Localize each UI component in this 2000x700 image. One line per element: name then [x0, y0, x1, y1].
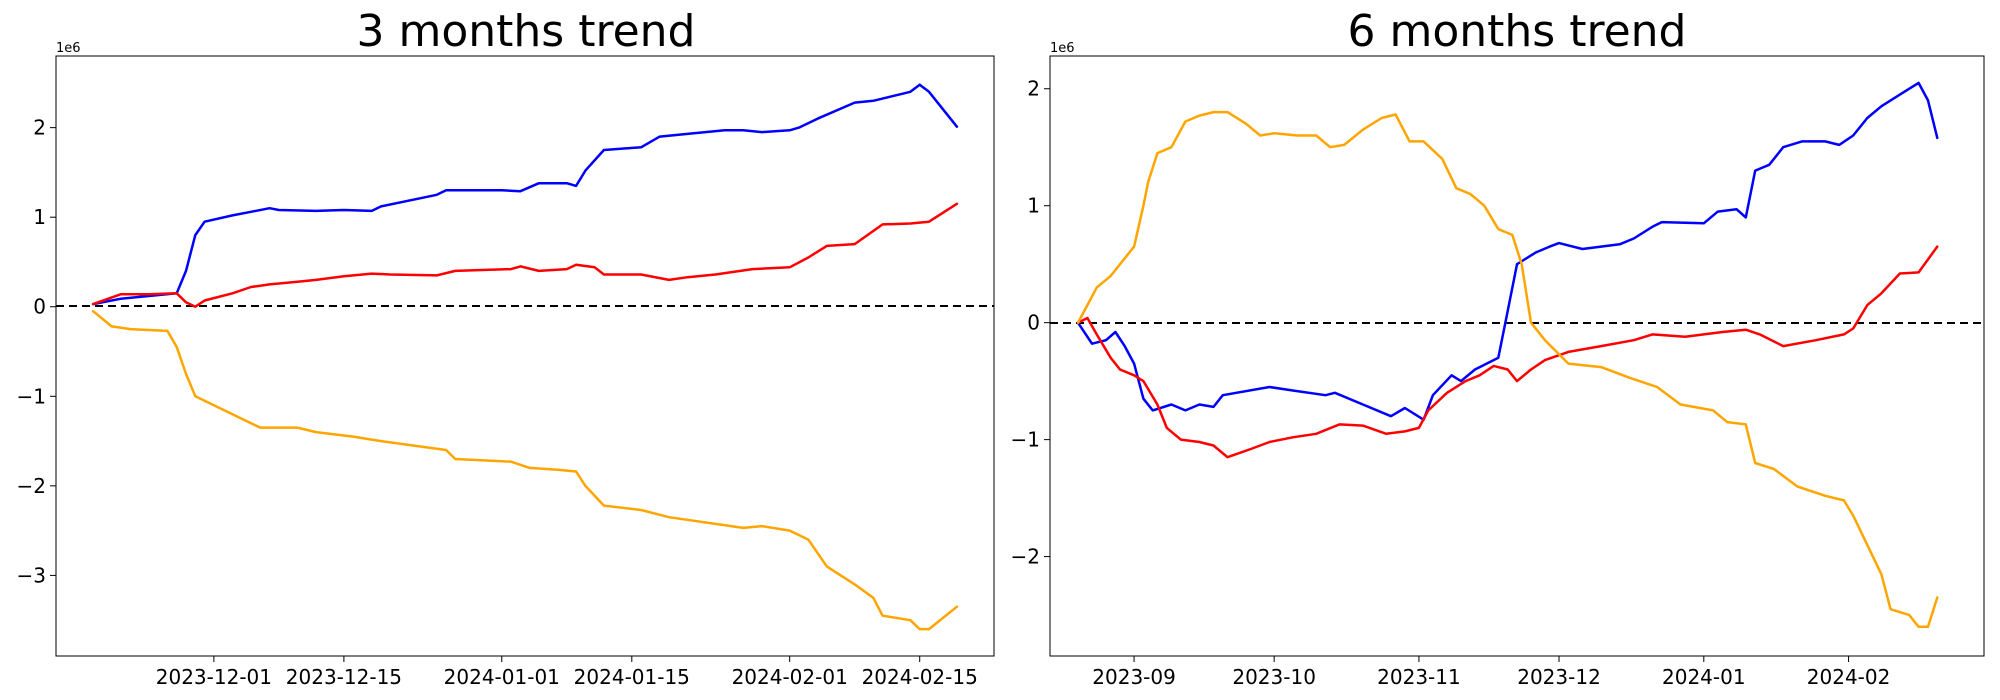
panel-3-months-plot-area [55, 55, 995, 657]
panel-6-months-x-tick-label: 2024-02 [1807, 665, 1891, 689]
panel-6-months-y-offset-label: 1e6 [1050, 41, 1075, 56]
panel-6-months-y-tick-label: 1 [1027, 194, 1040, 218]
panel-3-months-y-tick-label: 1 [33, 205, 46, 229]
panel-6-months-x-tick-label: 2023-12 [1517, 665, 1601, 689]
panel-3-months-series-line-2 [91, 202, 959, 308]
panel-3-months-x-tick-label: 2024-02-01 [732, 665, 848, 689]
panel-6-months-x-tick-label: 2023-11 [1377, 665, 1461, 689]
panel-6-months-y-tick-label: −1 [1011, 428, 1040, 452]
panel-3-months-x-tick-label: 2024-02-15 [862, 665, 978, 689]
panel-6-months-title: 6 months trend [1348, 6, 1687, 57]
panel-6-months-y-tick-label: 2 [1027, 77, 1040, 101]
panel-3-months-y-tick-label: −1 [17, 384, 46, 408]
panel-6-months-series-line-3 [1076, 110, 1939, 629]
panel-6-months-series-line-2 [1076, 245, 1939, 459]
panel-3-months-x-tick-label: 2023-12-01 [156, 665, 272, 689]
panel-3-months-series-line-1 [91, 83, 959, 306]
panel-3-months-x-tick-label: 2024-01-01 [444, 665, 560, 689]
panel-6-months-plot-area [1049, 55, 1985, 657]
panel-3-months-y-tick-label: −2 [17, 474, 46, 498]
panel-6-months-x-tick-label: 2023-10 [1232, 665, 1316, 689]
panel-3-months-y-tick-label: 2 [33, 116, 46, 140]
panel-3-months-y-tick-label: −3 [17, 563, 46, 587]
panel-3-months-y-tick-label: 0 [33, 295, 46, 319]
panel-6-months-x-tick-label: 2023-09 [1092, 665, 1176, 689]
panel-6-months-y-tick-label: −2 [1011, 545, 1040, 569]
panel-3-months-x-tick-label: 2024-01-15 [574, 665, 690, 689]
panel-3-months-title: 3 months trend [357, 6, 696, 57]
panel-3-months: 3 months trend 1e6 −3 −2 −1 0 1 2 2023-12-01 20… [17, 6, 995, 689]
panel-3-months-y-offset-label: 1e6 [56, 41, 81, 56]
panel-6-months-y-tick-label: 0 [1027, 311, 1040, 335]
panel-6-months: 6 months trend 1e6 −2 −1 0 1 2 2023-09 2023-10… [1011, 6, 1985, 689]
panel-6-months-x-tick-label: 2024-01 [1662, 665, 1746, 689]
panel-3-months-series-line-3 [91, 309, 959, 631]
panel-6-months-series-line-1 [1076, 81, 1939, 421]
panel-3-months-x-tick-label: 2023-12-15 [286, 665, 402, 689]
